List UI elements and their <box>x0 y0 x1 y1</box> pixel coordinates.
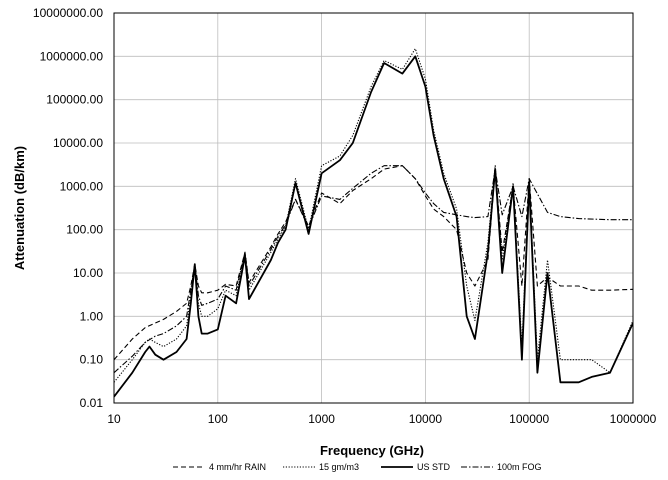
x-axis-label: Frequency (GHz) <box>320 443 424 458</box>
legend-label: US STD <box>417 462 451 472</box>
x-tick-label: 100 <box>208 412 228 426</box>
y-tick-label: 1000.00 <box>60 179 104 193</box>
series-lines <box>114 48 633 398</box>
y-tick-labels: 0.01 0.10 1.00 10.00 100.00 1000.00 10000.00 10… <box>33 6 103 410</box>
y-tick-label: 0.01 <box>80 396 104 410</box>
y-axis-label: Attenuation (dB/km) <box>12 146 27 270</box>
legend-label: 15 gm/m3 <box>319 462 359 472</box>
x-tick-label: 100000 <box>509 412 549 426</box>
x-tick-label: 1000000 <box>610 412 657 426</box>
series-line-2 <box>114 55 633 398</box>
x-tick-label: 10 <box>107 412 121 426</box>
legend-label: 100m FOG <box>497 462 542 472</box>
y-tick-label: 1000000.00 <box>40 49 104 63</box>
plot-frame <box>113 12 634 404</box>
y-tick-label: 1.00 <box>80 309 104 323</box>
legend-label: 4 mm/hr RAIN <box>209 462 266 472</box>
y-tick-label: 100000.00 <box>46 93 103 107</box>
y-tick-label: 10000000.00 <box>33 6 103 20</box>
x-tick-labels: 10 100 1000 10000 100000 1000000 <box>107 412 656 426</box>
y-tick-label: 10000.00 <box>53 136 103 150</box>
y-tick-label: 0.10 <box>80 353 104 367</box>
legend: 4 mm/hr RAIN 15 gm/m3 US STD 100m FOG <box>173 462 542 472</box>
x-tick-label: 10000 <box>409 412 443 426</box>
y-tick-label: 10.00 <box>73 266 103 280</box>
y-tick-label: 100.00 <box>66 223 103 237</box>
x-tick-label: 1000 <box>308 412 335 426</box>
